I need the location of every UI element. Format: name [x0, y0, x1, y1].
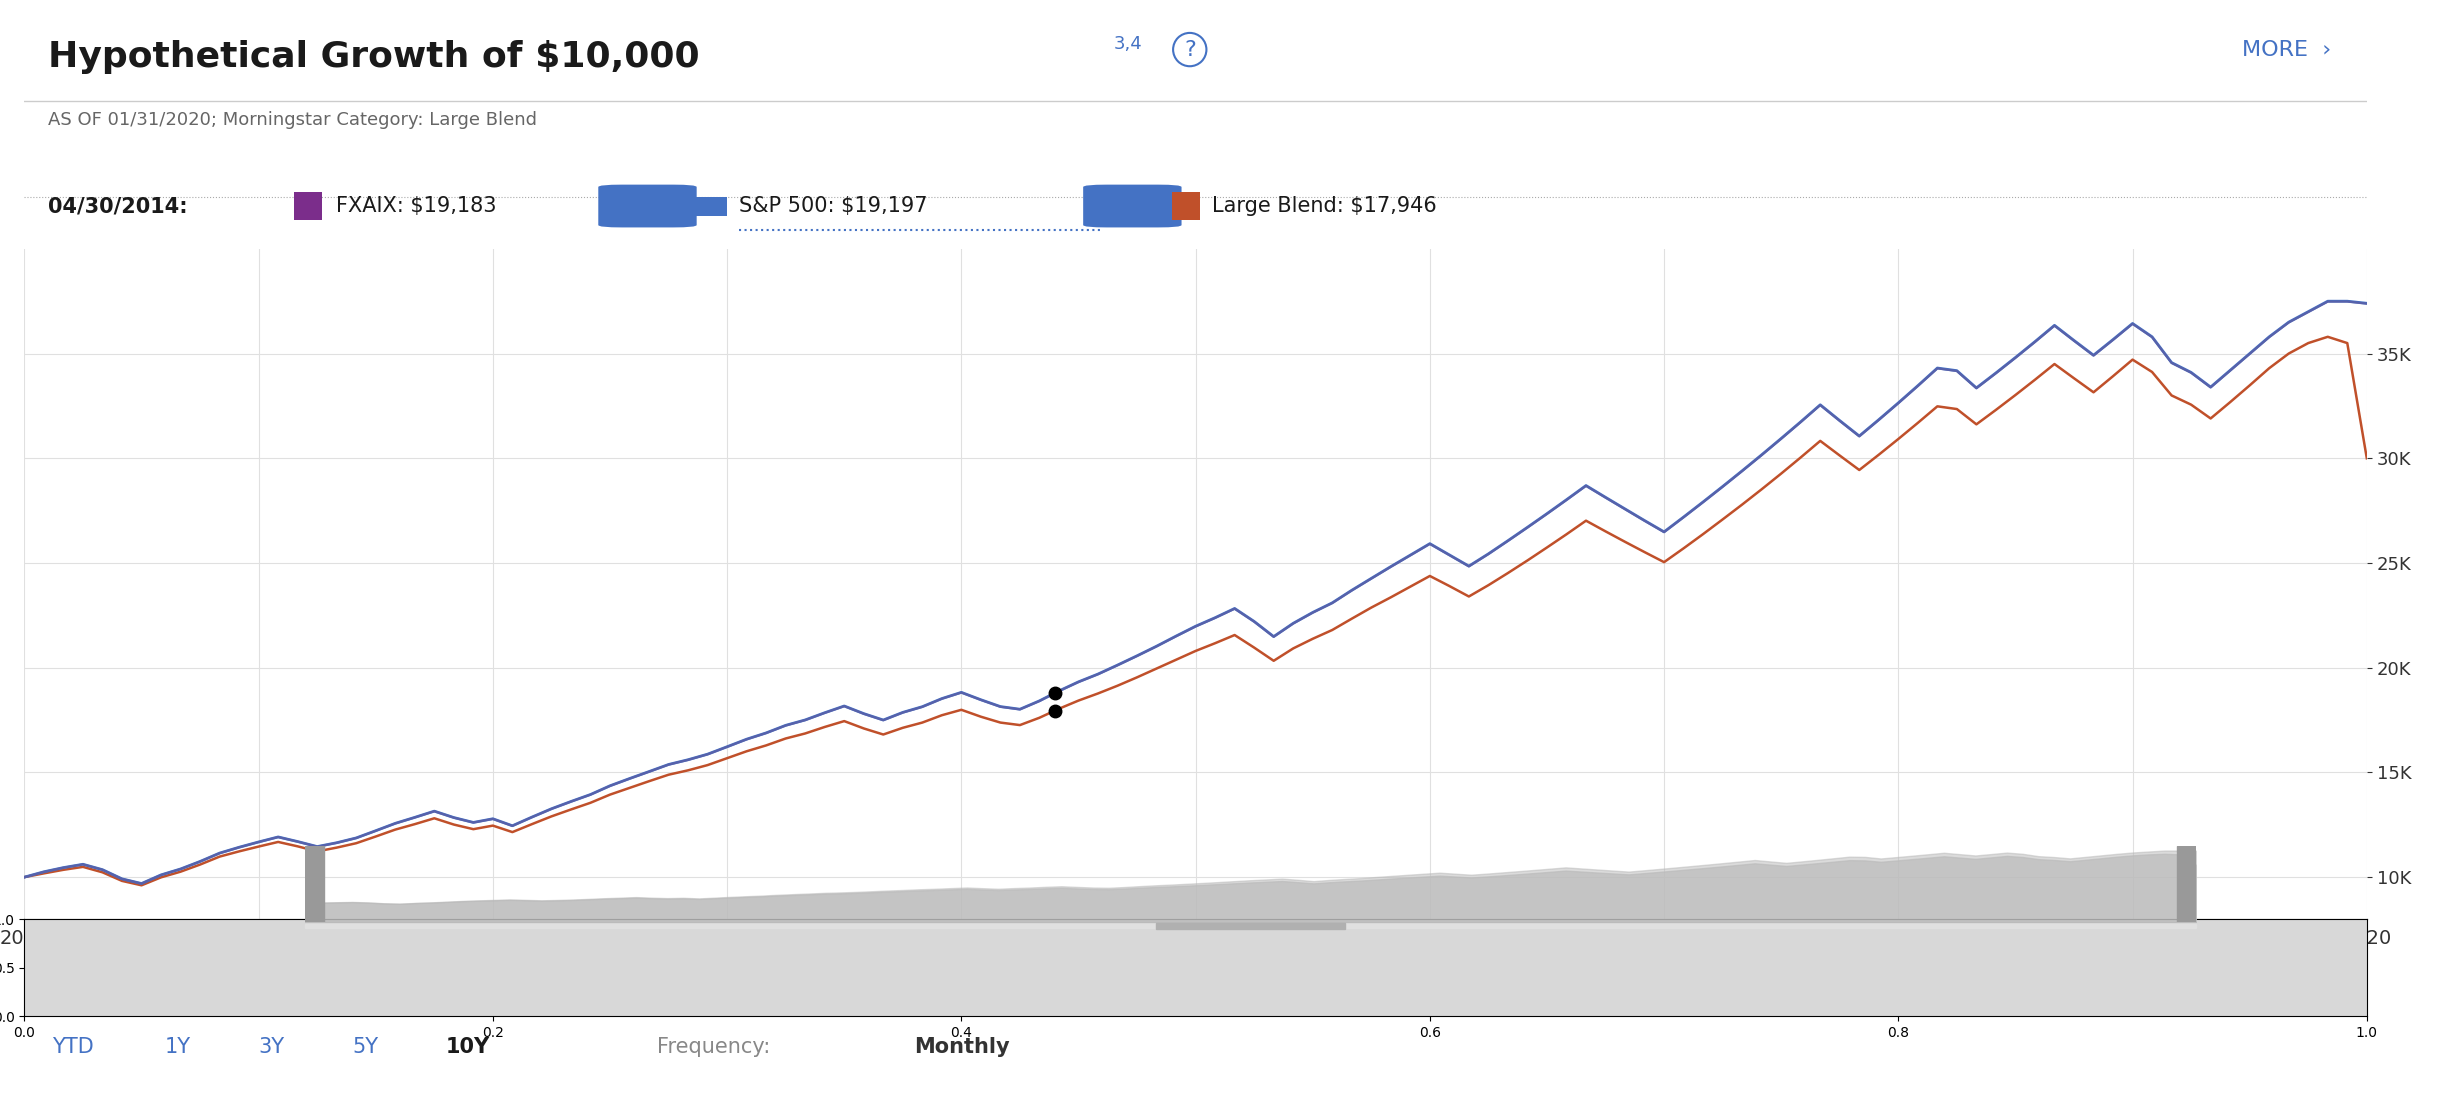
Text: ✓: ✓ — [1108, 197, 1125, 215]
Bar — [2176, 846, 2196, 922]
Bar — [305, 846, 325, 922]
Text: ?: ? — [1183, 40, 1196, 60]
FancyBboxPatch shape — [1083, 184, 1181, 227]
Text: 04/30/2014:: 04/30/2014: — [49, 196, 188, 216]
Bar — [1171, 192, 1200, 221]
Text: 3,4: 3,4 — [1113, 35, 1142, 53]
Text: 10Y: 10Y — [447, 1037, 490, 1057]
Text: AS OF 01/31/2020; Morningstar Category: Large Blend: AS OF 01/31/2020; Morningstar Category: … — [49, 111, 537, 129]
Text: 1Y: 1Y — [166, 1037, 190, 1057]
Text: Frequency:: Frequency: — [656, 1037, 771, 1057]
FancyBboxPatch shape — [598, 184, 698, 227]
Bar — [686, 196, 727, 215]
Text: 5Y: 5Y — [351, 1037, 378, 1057]
Text: MORE  ›: MORE › — [2242, 40, 2333, 60]
Bar — [1157, 923, 1344, 929]
Bar — [305, 924, 2196, 928]
Text: YTD: YTD — [54, 1037, 95, 1057]
Bar — [293, 192, 322, 221]
Text: FXAIX: $19,183: FXAIX: $19,183 — [337, 196, 495, 216]
Text: Hypothetical Growth of $10,000: Hypothetical Growth of $10,000 — [49, 40, 700, 74]
Text: 3Y: 3Y — [259, 1037, 285, 1057]
Text: ✓: ✓ — [625, 197, 639, 215]
Text: Large Blend: $17,946: Large Blend: $17,946 — [1213, 196, 1437, 216]
Text: S&P 500: $19,197: S&P 500: $19,197 — [739, 196, 927, 216]
Text: Monthly: Monthly — [915, 1037, 1010, 1057]
